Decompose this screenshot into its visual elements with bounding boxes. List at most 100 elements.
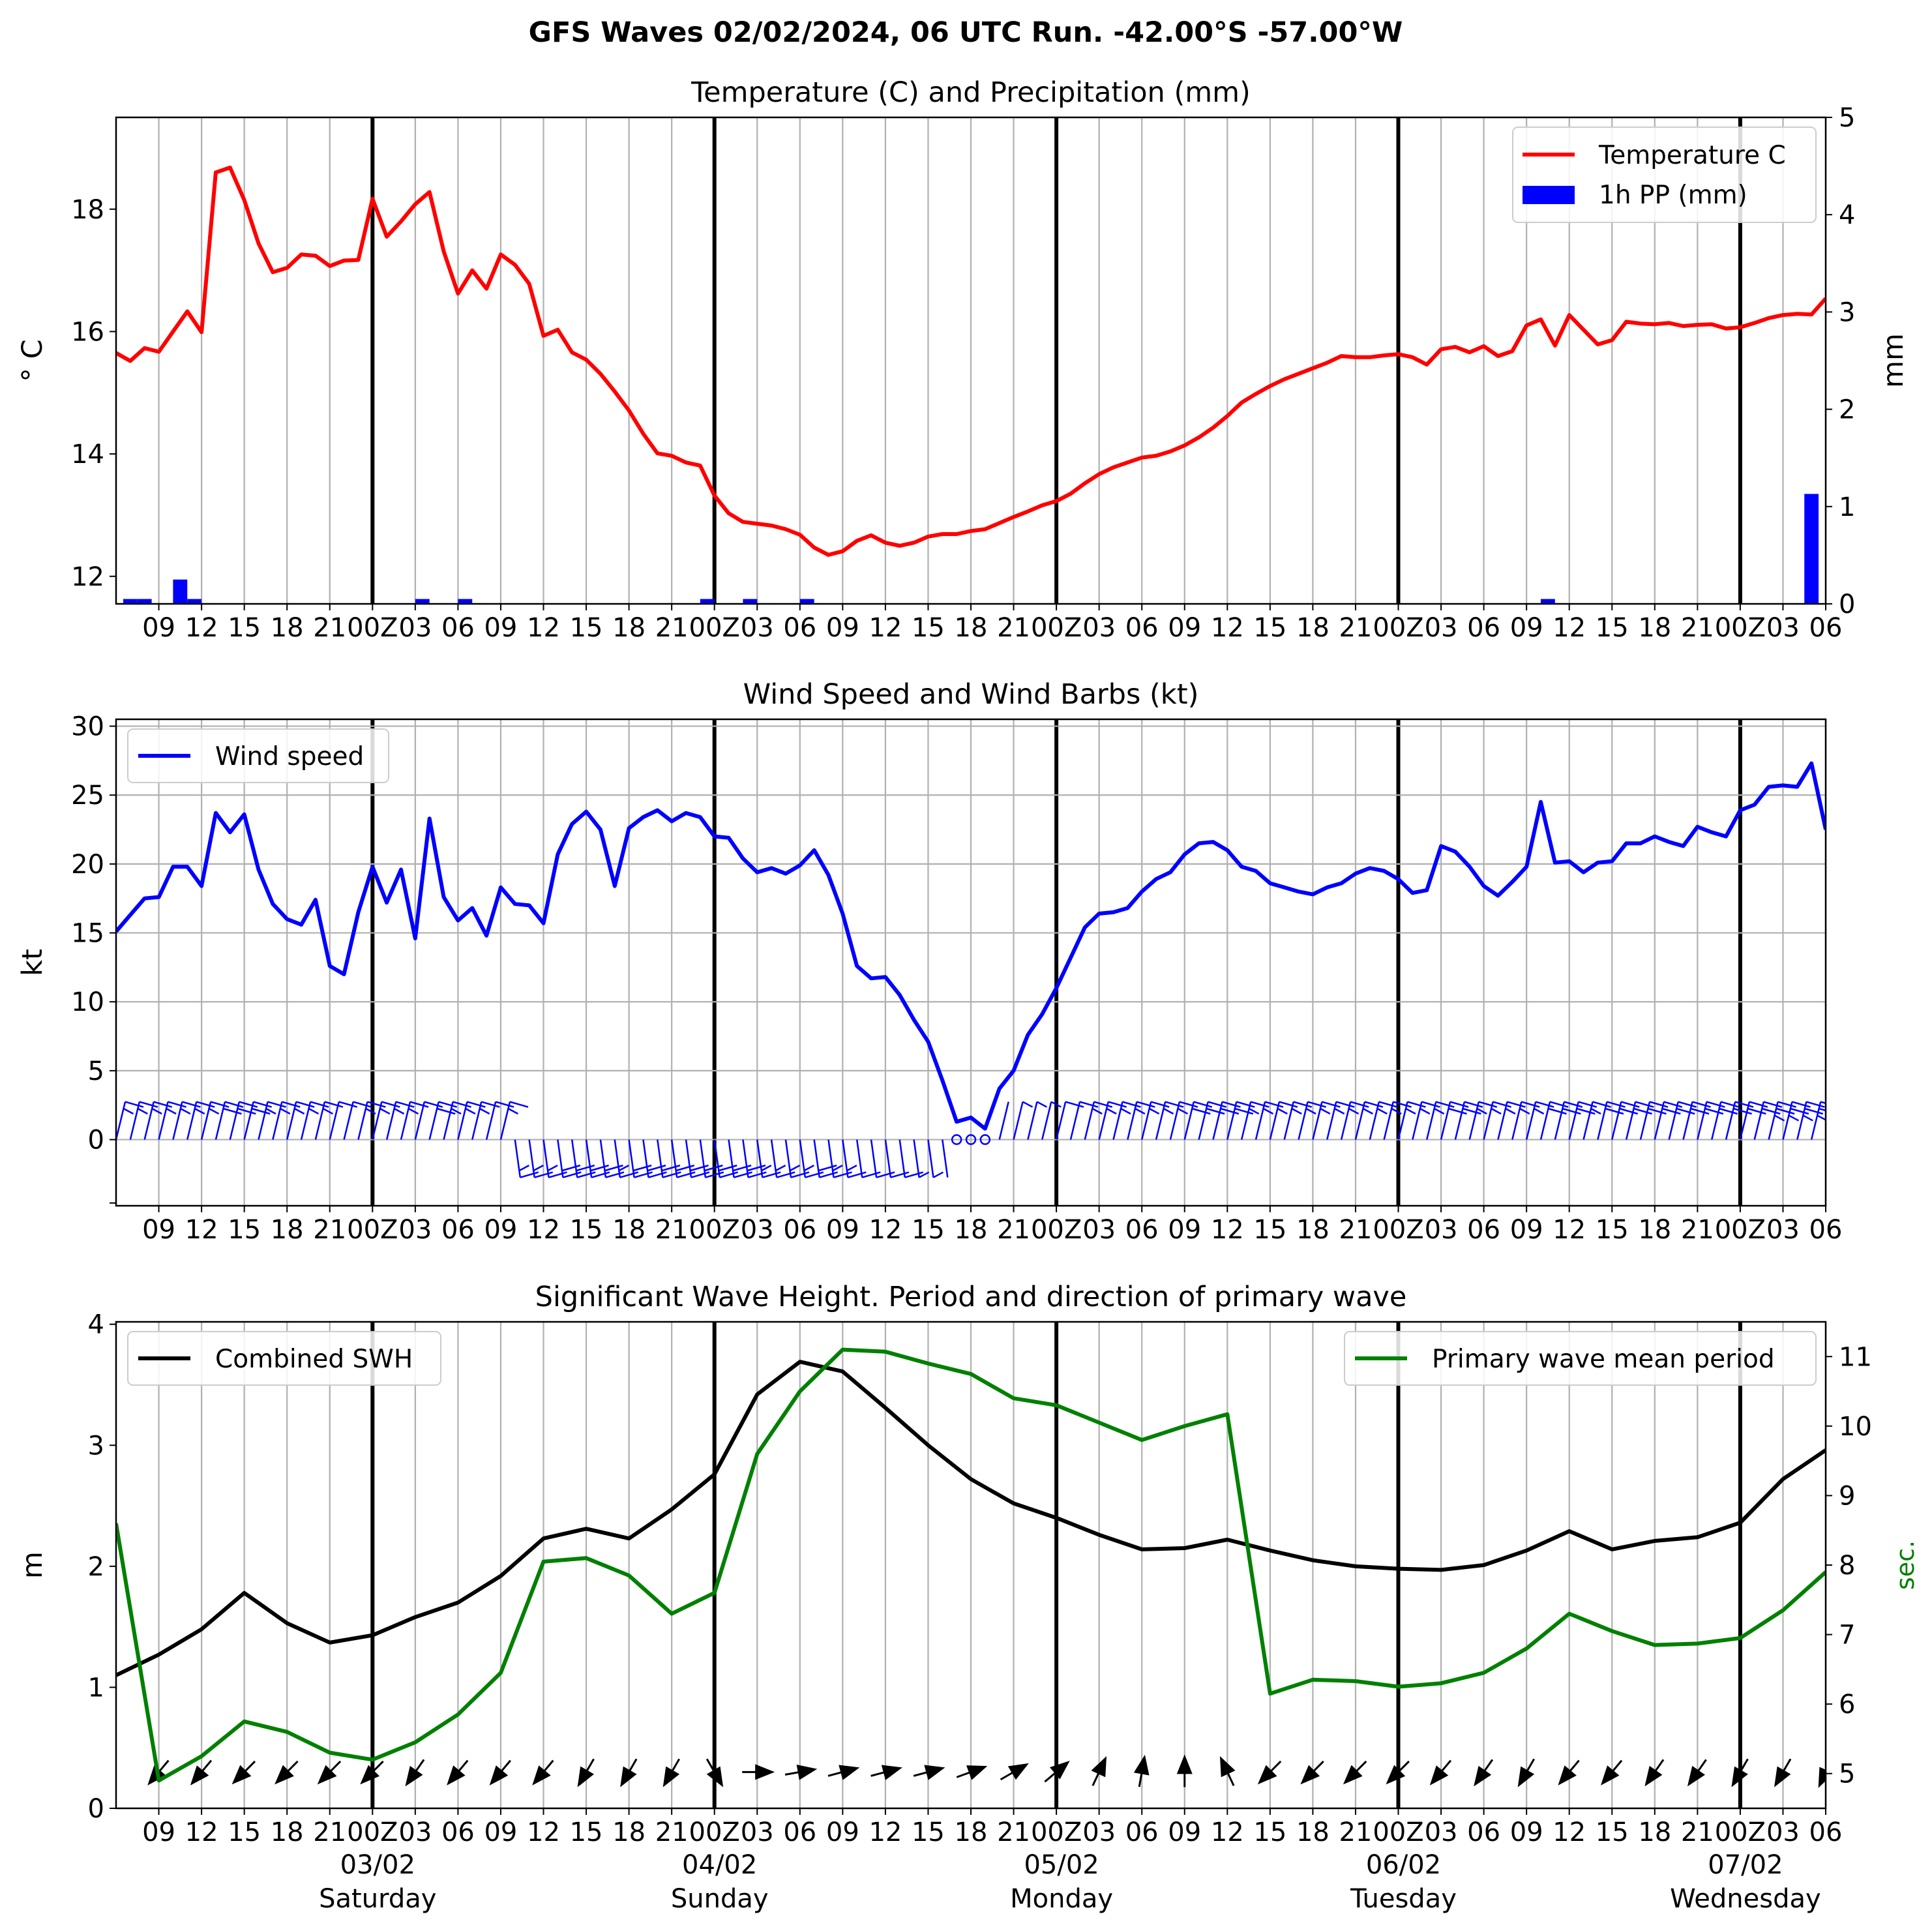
wind-barb <box>642 1139 667 1178</box>
x-tick-label: 09 <box>484 1817 517 1847</box>
x-tick-label: 21 <box>655 1215 689 1245</box>
wind-barb <box>1269 1101 1298 1140</box>
chart-legend-period: Primary wave mean period <box>1344 1331 1817 1386</box>
y-tick-label: 25 <box>71 781 104 811</box>
wind-barb <box>229 1101 258 1140</box>
wind-barb <box>215 1101 244 1140</box>
x-tick-label: 12 <box>1211 613 1244 643</box>
wave-direction-arrow <box>405 1759 425 1787</box>
wind-barb <box>1768 1101 1796 1140</box>
x-tick-label: 21 <box>1681 613 1714 643</box>
wind-barb <box>414 1101 443 1140</box>
wave-direction-arrow <box>1000 1763 1029 1781</box>
wind-barb <box>1041 1101 1062 1140</box>
wave-direction-arrow <box>1558 1759 1580 1785</box>
day-date-label: 03/02 <box>340 1850 415 1880</box>
wind-barb <box>1739 1101 1768 1140</box>
wave-direction-arrow <box>532 1759 554 1785</box>
wind-barb <box>158 1101 186 1140</box>
chart-legend: Temperature C 1h PP (mm) <box>1512 127 1817 223</box>
wind-barb <box>1326 1101 1355 1140</box>
wave-direction-arrows <box>147 1754 1826 1788</box>
y2-tick-label: 6 <box>1839 1690 1855 1720</box>
day-weekday-label: Saturday <box>319 1884 436 1914</box>
day-weekday-label: Tuesday <box>1350 1884 1457 1914</box>
x-tick-label: 03 <box>1082 1215 1116 1245</box>
wind-barb <box>1226 1101 1255 1140</box>
wind-barb <box>713 1139 739 1178</box>
wind-barb <box>314 1101 344 1140</box>
wind-barb <box>243 1101 272 1140</box>
x-tick-label: 00Z <box>347 613 398 643</box>
chart-title: Temperature (C) and Precipitation (mm) <box>691 76 1251 109</box>
y2-tick-label: 5 <box>1839 1759 1855 1789</box>
y-axis-label: kt <box>16 949 49 976</box>
x-tick-label: 15 <box>570 1817 603 1847</box>
wind-barb <box>200 1101 230 1140</box>
axes-frame <box>115 1321 1827 1810</box>
x-tick-label: 15 <box>570 613 603 643</box>
x-tick-label: 09 <box>826 1817 859 1847</box>
wind-barb <box>400 1101 429 1140</box>
wind-barb <box>884 1139 910 1178</box>
x-tick-label: 09 <box>826 1215 859 1245</box>
day-weekday-label: Sunday <box>671 1884 769 1914</box>
x-tick-label: 09 <box>142 613 175 643</box>
wind-barb <box>1069 1101 1099 1140</box>
x-tick-label: 21 <box>313 613 346 643</box>
wind-barb <box>770 1139 795 1178</box>
x-tick-label: 18 <box>1296 613 1330 643</box>
x-tick-label: 00Z <box>689 1215 740 1245</box>
x-tick-label: 18 <box>1638 1817 1671 1847</box>
wave-height-period-chart: Significant Wave Height. Period and dire… <box>16 1281 1920 1914</box>
wind-barb <box>514 1139 539 1178</box>
x-tick-label: 12 <box>869 1817 902 1847</box>
x-tick-label: 06 <box>1809 613 1843 643</box>
wave-direction-arrow <box>489 1759 511 1785</box>
x-tick-label: 21 <box>1339 1215 1372 1245</box>
wind-barb <box>1668 1101 1697 1140</box>
x-tick-label: 15 <box>1596 1817 1629 1847</box>
wave-direction-arrow <box>1644 1759 1665 1787</box>
wave-direction-arrow <box>827 1765 860 1780</box>
x-tick-label: 00Z <box>347 1817 398 1847</box>
wind-barb <box>357 1101 386 1140</box>
legend-wind-label: Wind speed <box>215 742 364 771</box>
y-tick-label: 0 <box>88 1794 104 1824</box>
x-tick-label: 03 <box>1766 613 1800 643</box>
wind-barb <box>979 1134 991 1145</box>
wind-speed-chart: Wind Speed and Wind Barbs (kt) 09 12 15 18 21… <box>16 678 1842 1245</box>
x-tick-label: 06 <box>1467 1215 1500 1245</box>
wind-barb <box>300 1101 329 1140</box>
x-tick-label: 09 <box>1168 613 1201 643</box>
legend-swh-label: Combined SWH <box>215 1345 413 1374</box>
wind-barb <box>1697 1101 1725 1140</box>
wave-direction-arrow <box>1731 1758 1749 1787</box>
x-tick-label: 12 <box>527 1215 560 1245</box>
x-tick-label: 00Z <box>1031 1817 1082 1847</box>
chart-legend-swh: Combined SWH <box>127 1331 441 1386</box>
wave-direction-arrow <box>1219 1755 1236 1786</box>
wind-barb <box>428 1101 458 1140</box>
wind-barb <box>1525 1101 1554 1140</box>
wind-barb <box>855 1139 881 1178</box>
y-tick-label: 30 <box>71 712 104 742</box>
x-tick-label: 00Z <box>1031 1215 1082 1245</box>
x-tick-label: 21 <box>997 1215 1030 1245</box>
wind-barb <box>1511 1101 1540 1140</box>
wind-barb <box>1127 1101 1155 1140</box>
x-tick-label: 09 <box>1168 1215 1201 1245</box>
wave-direction-arrow <box>275 1760 299 1785</box>
wave-direction-arrow <box>1343 1760 1367 1785</box>
x-tick-label: 18 <box>1638 1215 1671 1245</box>
wind-barb <box>1611 1101 1640 1140</box>
wind-barb <box>557 1139 582 1178</box>
x-tick-label: 12 <box>527 613 560 643</box>
period-line <box>116 1347 1826 1783</box>
wind-barb <box>457 1101 486 1140</box>
precip-bar <box>187 599 202 604</box>
wind-barb <box>1369 1101 1398 1140</box>
x-tick-label: 06 <box>1467 613 1500 643</box>
x-tick-label: 03 <box>398 613 432 643</box>
wind-barb <box>728 1139 752 1178</box>
